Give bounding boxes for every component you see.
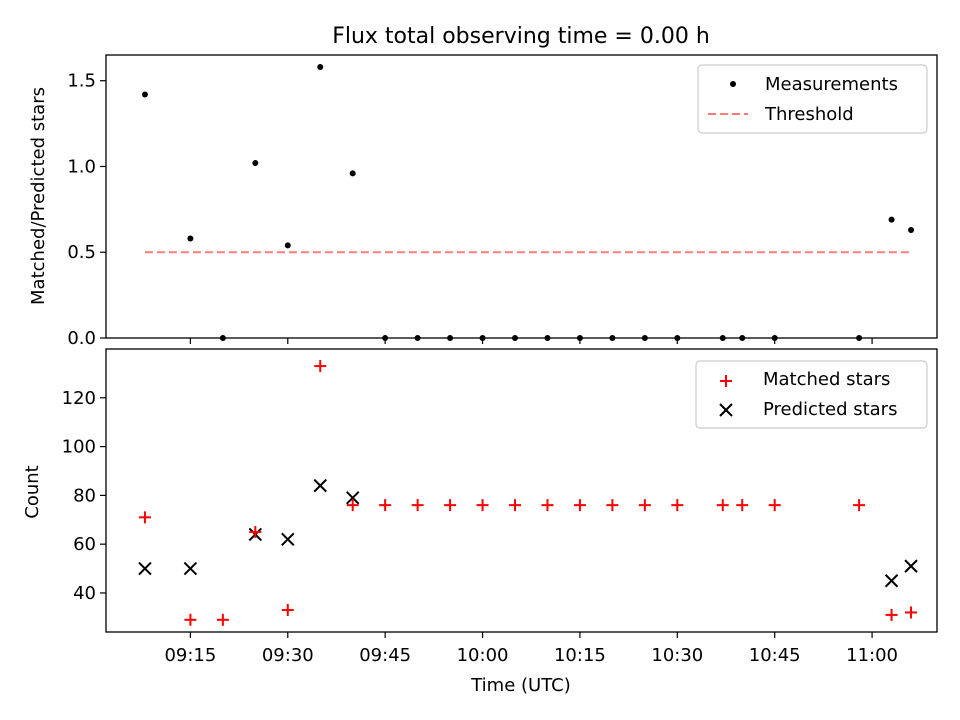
matched-stars-point (716, 499, 729, 512)
top-y-axis-ticks: 0.0 0.5 1.0 1.5 (67, 71, 106, 349)
bottom-x-axis-label: Time (UTC) (470, 675, 571, 696)
top-plot-marks (141, 64, 915, 341)
matched-stars-point (905, 606, 918, 619)
predicted-stars-point (904, 559, 918, 573)
top-y-tick-label: 1.0 (67, 156, 96, 177)
predicted-stars-point (313, 478, 327, 493)
measurement-point (908, 226, 915, 233)
bottom-axes-frame (105, 348, 938, 633)
top-legend-box (697, 64, 928, 134)
predicted-stars-point (183, 561, 198, 576)
bottom-panel: 40 60 80 100 120 09:15 09:30 09:45 10:00 10:15 10… (22, 348, 938, 696)
matched-stars-point (444, 499, 457, 512)
measurement-point (349, 170, 356, 177)
bottom-x-tick-label: 10:30 (651, 645, 703, 666)
bottom-x-tick-label: 10:45 (749, 645, 801, 666)
matched-stars-point (736, 499, 749, 512)
bottom-legend: Matched stars Predicted stars (695, 360, 928, 429)
matched-stars-point (249, 525, 262, 538)
bottom-y-tick-label: 100 (62, 437, 96, 458)
top-y-tick-label: 0.5 (67, 242, 96, 263)
bottom-x-tick-label: 10:15 (554, 645, 606, 666)
measurement-point (317, 64, 324, 71)
bottom-y-tick-label: 40 (73, 583, 96, 604)
matched-stars-point (184, 613, 197, 626)
measurement-point (141, 91, 148, 98)
matched-stars-point (411, 499, 424, 512)
figure-title: Flux total observing time = 0.00 h (332, 24, 710, 49)
matched-stars-point (476, 499, 489, 512)
predicted-stars-point (138, 561, 152, 576)
predicted-stars-point (345, 491, 360, 505)
bottom-x-tick-label: 11:00 (846, 645, 898, 666)
matched-stars-point (885, 608, 898, 621)
measurement-point (187, 235, 194, 242)
measurement-point (888, 216, 895, 223)
matched-stars-point (281, 604, 294, 617)
bottom-y-tick-label: 60 (73, 534, 96, 555)
legend-matched-marker (720, 375, 732, 387)
predicted-stars-point (884, 574, 899, 588)
top-axes-frame (105, 54, 938, 339)
matched-stars-point (853, 499, 866, 512)
matched-stars-point (138, 511, 151, 524)
bottom-y-tick-label: 80 (73, 485, 96, 506)
matched-stars-point (768, 499, 781, 512)
legend-predicted-label: Predicted stars (763, 399, 897, 420)
legend-matched-label: Matched stars (763, 369, 890, 390)
bottom-y-tick-label: 120 (62, 388, 96, 409)
matched-stars-point (573, 499, 586, 512)
top-legend: Measurements Threshold (697, 64, 928, 134)
top-y-tick-label: 1.5 (67, 71, 96, 92)
bottom-y-axis-ticks: 40 60 80 100 120 (62, 388, 106, 604)
matched-stars-point (216, 613, 229, 626)
bottom-plot-marks (138, 360, 918, 626)
matched-stars-point (606, 499, 619, 512)
measurement-point (284, 242, 291, 249)
predicted-stars-point (281, 532, 295, 547)
bottom-x-tick-label: 09:30 (262, 645, 314, 666)
bottom-legend-box (695, 360, 928, 429)
top-y-tick-label: 0.0 (67, 328, 96, 349)
matched-stars-point (379, 499, 392, 512)
bottom-y-axis-label: Count (22, 465, 43, 518)
matched-stars-point (541, 499, 554, 512)
top-panel: 0.0 0.5 1.0 1.5 Matched/Predicted stars Mea… (28, 54, 938, 349)
legend-predicted-marker (719, 403, 733, 417)
bottom-x-tick-label: 09:15 (164, 645, 216, 666)
bottom-x-tick-label: 09:45 (359, 645, 411, 666)
bottom-x-axis-ticks: 09:15 09:30 09:45 10:00 10:15 10:30 10:45 11:00 (164, 632, 898, 666)
matched-stars-point (671, 499, 684, 512)
matched-stars-point (509, 499, 522, 512)
measurement-point (252, 160, 259, 167)
legend-threshold-label: Threshold (764, 104, 854, 125)
bottom-x-tick-label: 10:00 (457, 645, 509, 666)
matched-stars-point (314, 360, 327, 373)
legend-measurements-marker (730, 81, 736, 87)
matched-stars-point (346, 499, 359, 512)
top-y-axis-label: Matched/Predicted stars (28, 87, 49, 305)
legend-measurements-label: Measurements (765, 74, 898, 95)
matched-stars-point (638, 499, 651, 512)
